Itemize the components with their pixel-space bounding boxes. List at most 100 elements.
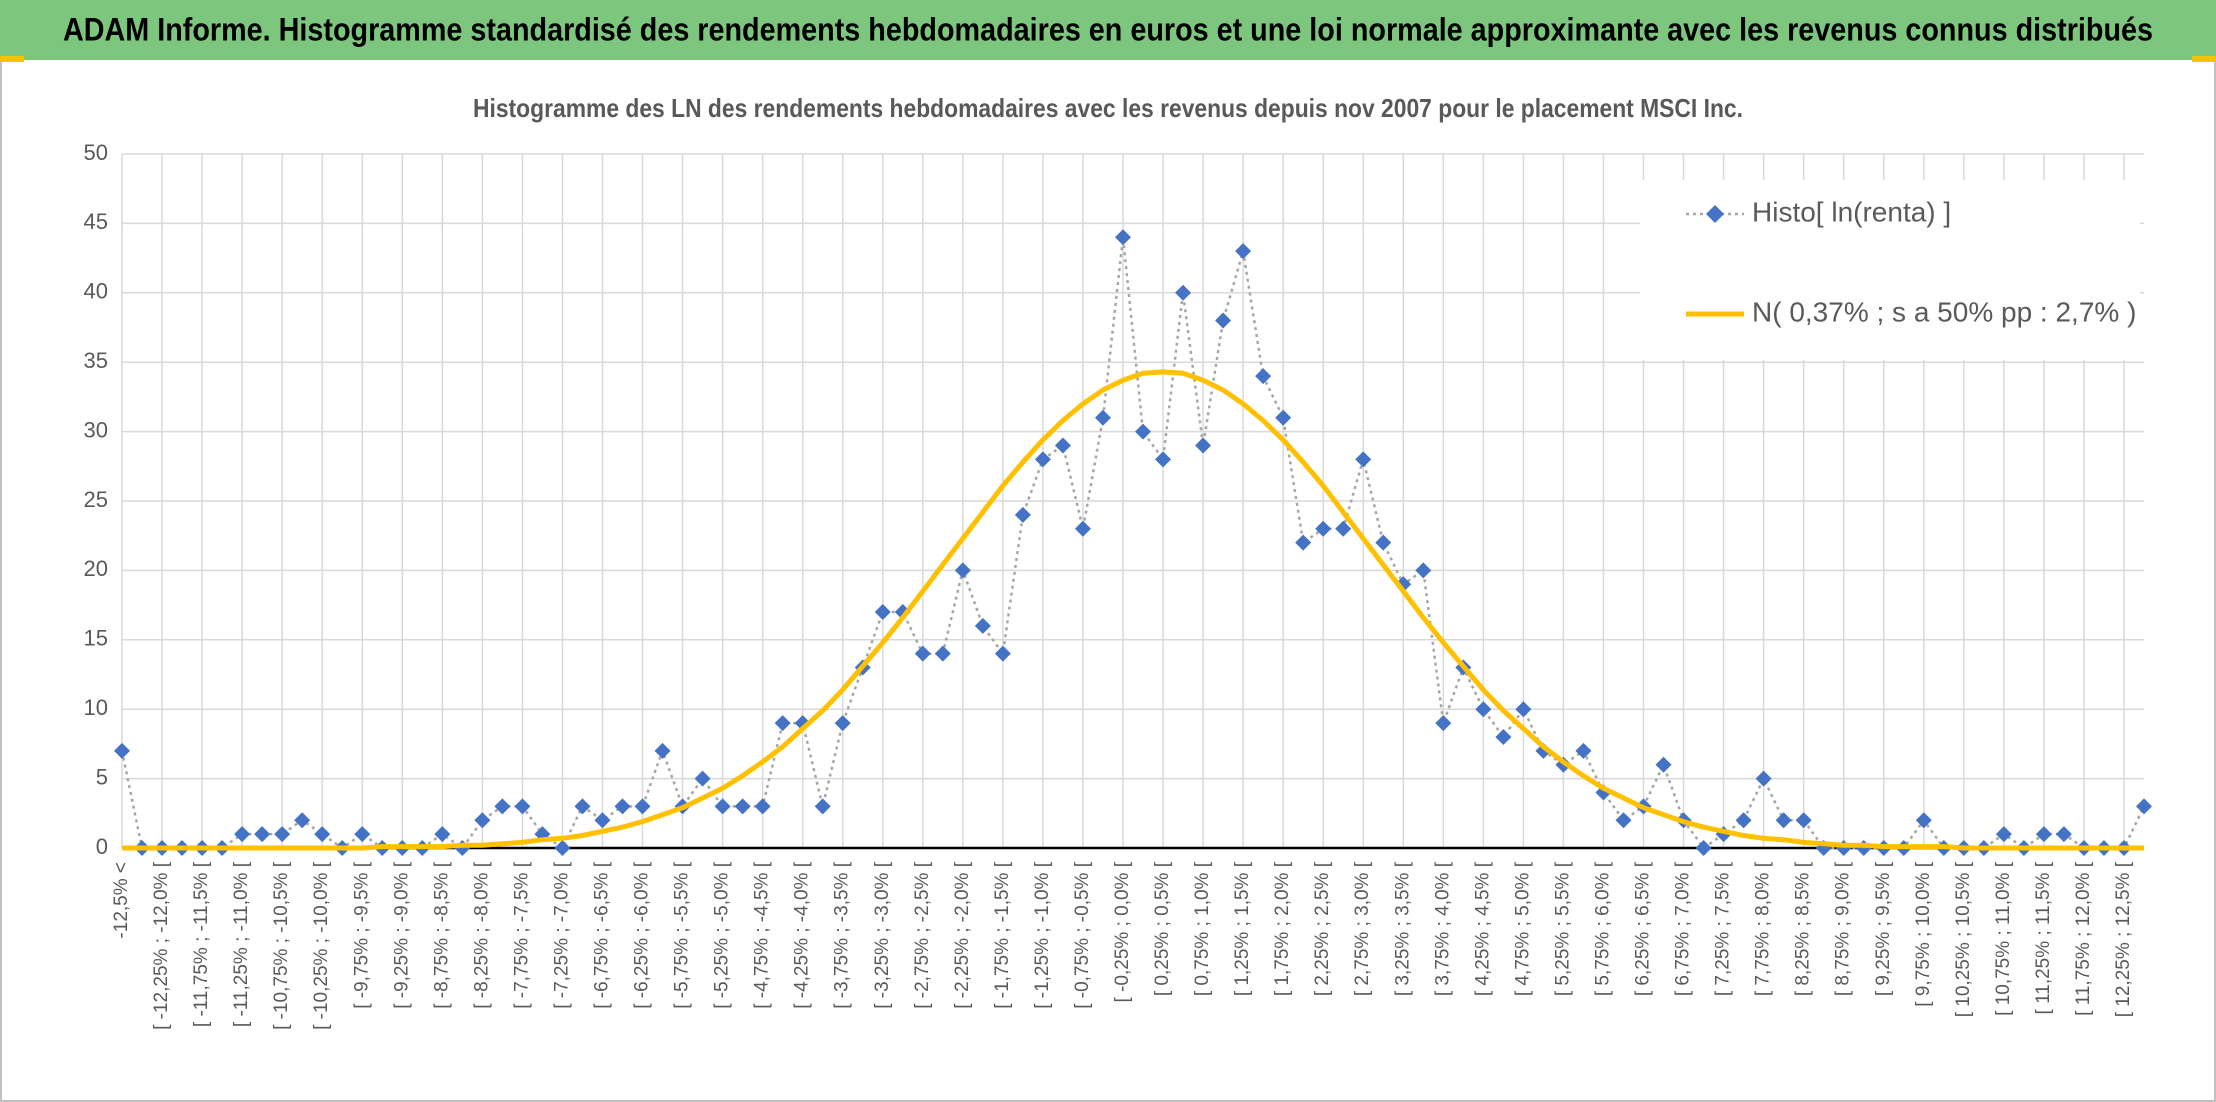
point-marker — [1195, 437, 1212, 454]
point-marker — [434, 826, 451, 843]
point-marker — [2055, 826, 2072, 843]
y-tick-label: 40 — [84, 279, 108, 304]
x-tick-label: [ -1,75% ; -1,5% [ — [992, 861, 1013, 1009]
point-marker — [1775, 812, 1792, 829]
x-tick-label: [ -11,75% ; -11,5% [ — [191, 861, 212, 1027]
point-marker — [774, 715, 791, 732]
y-tick-label: 50 — [84, 140, 108, 165]
curve — [122, 369, 2144, 851]
point-marker — [1135, 423, 1152, 440]
point-marker — [1495, 728, 1512, 745]
x-tick-label: [ 0,25% ; 0,5% [ — [1152, 861, 1173, 996]
point-marker — [1295, 534, 1312, 551]
x-tick-label: [ -2,75% ; -2,5% [ — [912, 861, 933, 1009]
point-marker — [1695, 840, 1712, 856]
x-tick-label: [ 1,25% ; 1,5% [ — [1232, 861, 1253, 996]
point-marker — [1575, 742, 1592, 759]
point-marker — [1315, 520, 1332, 537]
point-marker — [1255, 368, 1272, 385]
point-marker — [274, 826, 291, 843]
point-marker — [874, 604, 891, 621]
point-marker — [1415, 562, 1432, 579]
x-tick-label: [ 11,25% ; 11,5% [ — [2033, 861, 2054, 1014]
point-marker — [294, 812, 311, 829]
x-tick-label: [ 7,25% ; 7,5% [ — [1713, 861, 1734, 996]
point-marker — [694, 770, 711, 787]
point-marker — [1655, 756, 1672, 773]
point-marker — [1034, 451, 1051, 468]
y-tick-label: 30 — [84, 417, 108, 442]
x-tick-label: [ -2,25% ; -2,0% [ — [952, 861, 973, 1009]
x-tick-label: [ -11,25% ; -11,0% [ — [231, 861, 252, 1027]
point-marker — [1995, 826, 2012, 843]
x-tick-label: [ 5,75% ; 6,0% [ — [1592, 861, 1613, 996]
corner-accent — [2192, 56, 2216, 62]
x-tick-label: [ 3,25% ; 3,5% [ — [1392, 861, 1413, 996]
x-tick-label: [ -8,75% ; -8,5% [ — [431, 861, 452, 1009]
point-marker — [994, 645, 1011, 662]
x-tick-label: [ 7,75% ; 8,0% [ — [1753, 861, 1774, 996]
x-tick-label: [ 3,75% ; 4,0% [ — [1432, 861, 1453, 996]
point-marker — [494, 798, 511, 815]
point-marker — [734, 798, 751, 815]
point-marker — [1475, 701, 1492, 718]
x-tick-label: [ 12,25% ; 12,5% [ — [2113, 861, 2134, 1017]
point-marker — [934, 645, 951, 662]
point-marker — [354, 826, 371, 843]
x-tick-label: [ -3,25% ; -3,0% [ — [872, 861, 893, 1009]
x-tick-label: [ -4,75% ; -4,5% [ — [752, 861, 773, 1009]
point-marker — [1435, 715, 1452, 732]
point-marker — [1215, 312, 1232, 329]
point-marker — [1915, 812, 1932, 829]
x-tick-label: [ 8,25% ; 8,5% [ — [1793, 861, 1814, 996]
point-marker — [834, 715, 851, 732]
x-tick-label: [ -5,25% ; -5,0% [ — [712, 861, 733, 1009]
point-marker — [114, 742, 130, 759]
point-marker — [654, 742, 671, 759]
x-tick-label: [ -8,25% ; -8,0% [ — [471, 861, 492, 1009]
point-marker — [2035, 826, 2052, 843]
x-tick-label: [ -6,75% ; -6,5% [ — [591, 861, 612, 1009]
chart-title: Histogramme des LN des rendements hebdom… — [473, 93, 1743, 123]
point-marker — [1014, 506, 1031, 523]
x-tick-label: [ 10,75% ; 11,0% [ — [1993, 861, 2014, 1016]
x-tick-label: [ 9,25% ; 9,5% [ — [1873, 861, 1894, 996]
x-tick-label: [ 9,75% ; 10,0% [ — [1913, 861, 1934, 1006]
x-tick-label: [ -7,75% ; -7,5% [ — [511, 861, 532, 1009]
point-marker — [1054, 437, 1071, 454]
legend-marker — [1706, 205, 1724, 223]
corner-accent — [0, 56, 24, 62]
x-tick-label: [ 2,25% ; 2,5% [ — [1312, 861, 1333, 996]
point-marker — [714, 798, 731, 815]
point-marker — [594, 812, 611, 829]
legend-box — [1640, 180, 2140, 360]
x-tick-label: [ 11,75% ; 12,0% [ — [2073, 861, 2094, 1016]
point-marker — [234, 826, 251, 843]
x-tick-label: [ -12,25% ; -12,0% [ — [151, 861, 172, 1030]
point-marker — [1615, 812, 1632, 829]
point-marker — [614, 798, 631, 815]
x-tick-label: [ 4,75% ; 5,0% [ — [1512, 861, 1533, 996]
y-tick-label: 20 — [84, 556, 108, 581]
point-marker — [1114, 229, 1131, 246]
x-tick-label: [ 0,75% ; 1,0% [ — [1192, 861, 1213, 996]
y-tick-label: 0 — [96, 834, 108, 859]
y-tick-label: 5 — [96, 764, 108, 789]
x-tick-label: [ -0,25% ; 0,0% [ — [1112, 861, 1133, 1002]
legend-label: Histo[ ln(renta) ] — [1752, 196, 1951, 227]
x-tick-label: [ 8,75% ; 9,0% [ — [1833, 861, 1854, 996]
header-bar — [0, 0, 2216, 60]
x-tick-label: [ -6,25% ; -6,0% [ — [632, 861, 653, 1009]
point-marker — [474, 812, 491, 829]
point-marker — [1275, 409, 1292, 426]
point-marker — [554, 840, 571, 856]
x-tick-label: -12,5% < — [111, 862, 132, 939]
point-marker — [1155, 451, 1172, 468]
x-tick-label: [ -0,75% ; -0,5% [ — [1072, 861, 1093, 1009]
point-marker — [1755, 770, 1772, 787]
x-tick-label: [ 1,75% ; 2,0% [ — [1272, 861, 1293, 996]
x-tick-label: [ 6,25% ; 6,5% [ — [1633, 861, 1654, 996]
y-tick-label: 10 — [84, 695, 108, 720]
point-marker — [1795, 812, 1812, 829]
